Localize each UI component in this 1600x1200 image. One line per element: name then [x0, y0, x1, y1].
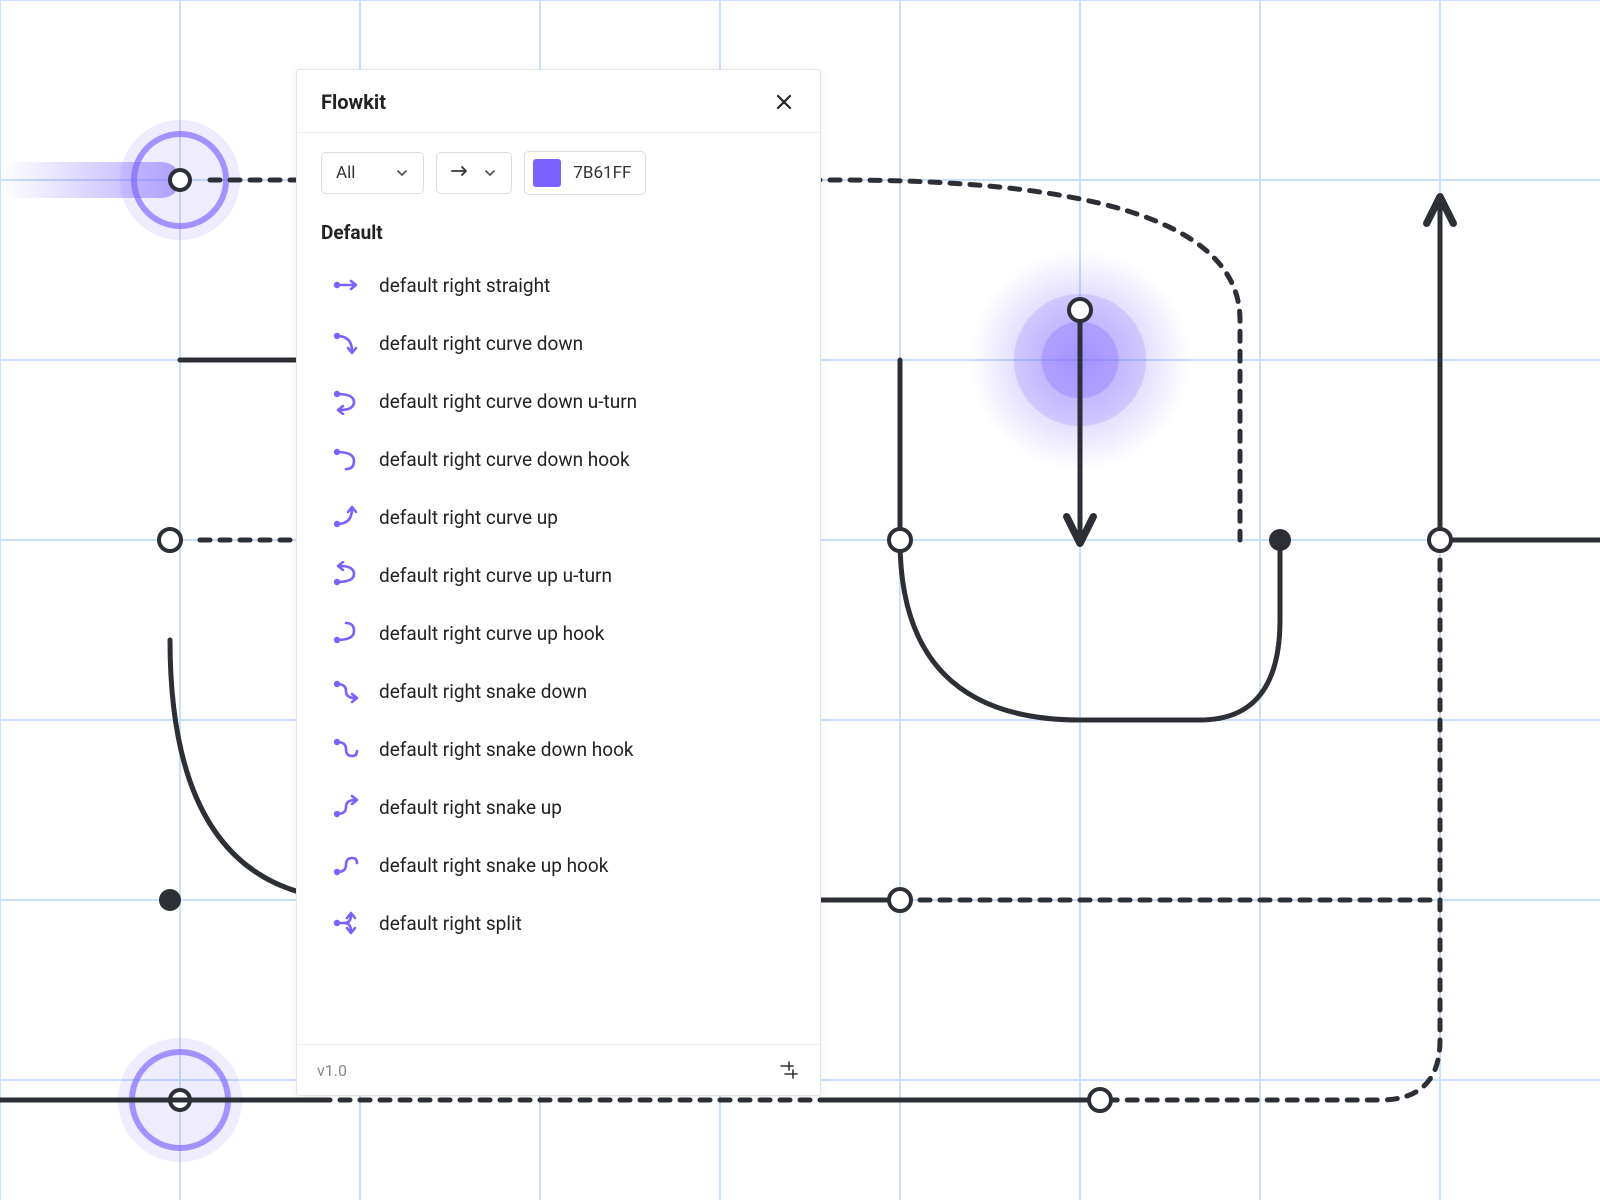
curve-down-hook-icon: [331, 444, 361, 474]
connector-item-label: default right curve up: [379, 506, 558, 529]
connector-item[interactable]: default right straight: [297, 256, 820, 314]
connector-item-label: default right snake up hook: [379, 854, 608, 877]
curve-up-u-icon: [331, 560, 361, 590]
settings-button[interactable]: [778, 1059, 800, 1081]
close-icon: [774, 92, 794, 112]
close-button[interactable]: [772, 90, 796, 114]
connector-item[interactable]: default right split: [297, 894, 820, 952]
curve-up-icon: [331, 502, 361, 532]
panel-title: Flowkit: [321, 90, 386, 114]
connector-item-label: default right snake down hook: [379, 738, 634, 761]
connector-item[interactable]: default right curve down hook: [297, 430, 820, 488]
version-label: v1.0: [317, 1061, 347, 1080]
connector-item-label: default right curve down: [379, 332, 583, 355]
snake-up-hook-icon: [331, 850, 361, 880]
connector-item-label: default right snake down: [379, 680, 587, 703]
split-icon: [331, 908, 361, 938]
direction-select[interactable]: [436, 152, 512, 194]
color-field[interactable]: 7B61FF: [524, 151, 646, 195]
panel-header: Flowkit: [297, 70, 820, 133]
curve-up-hook-icon: [331, 618, 361, 648]
color-swatch: [533, 159, 561, 187]
color-hex: 7B61FF: [573, 163, 631, 183]
connector-item-label: default right curve down u-turn: [379, 390, 637, 413]
connector-item[interactable]: default right snake down hook: [297, 720, 820, 778]
snake-down-hook-icon: [331, 734, 361, 764]
snake-down-icon: [331, 676, 361, 706]
connector-item[interactable]: default right curve up hook: [297, 604, 820, 662]
connector-item[interactable]: default right curve down: [297, 314, 820, 372]
connector-item[interactable]: default right curve up: [297, 488, 820, 546]
connector-item-label: default right straight: [379, 274, 550, 297]
filter-label: All: [336, 163, 355, 183]
curve-down-u-icon: [331, 386, 361, 416]
connector-item[interactable]: default right snake down: [297, 662, 820, 720]
connector-item[interactable]: default right snake up: [297, 778, 820, 836]
connector-item-label: default right curve up hook: [379, 622, 604, 645]
connector-list: default right straight default right cur…: [297, 250, 820, 1044]
snake-up-icon: [331, 792, 361, 822]
curve-down-icon: [331, 328, 361, 358]
filter-select[interactable]: All: [321, 152, 424, 194]
panel-toolbar: All 7B61FF: [297, 133, 820, 203]
section-label: Default: [297, 203, 820, 250]
connector-item-label: default right curve up u-turn: [379, 564, 612, 587]
connector-item[interactable]: default right snake up hook: [297, 836, 820, 894]
arrow-right-icon: [451, 163, 469, 183]
flowkit-panel: Flowkit All 7B61FF Default: [296, 69, 821, 1096]
panel-footer: v1.0: [297, 1044, 820, 1095]
connector-item-label: default right snake up: [379, 796, 562, 819]
connector-item-label: default right curve down hook: [379, 448, 630, 471]
chevron-down-icon: [483, 166, 497, 180]
connector-item[interactable]: default right curve down u-turn: [297, 372, 820, 430]
connector-item-label: default right split: [379, 912, 522, 935]
straight-icon: [331, 270, 361, 300]
sliders-icon: [778, 1059, 800, 1081]
connector-item[interactable]: default right curve up u-turn: [297, 546, 820, 604]
chevron-down-icon: [395, 166, 409, 180]
